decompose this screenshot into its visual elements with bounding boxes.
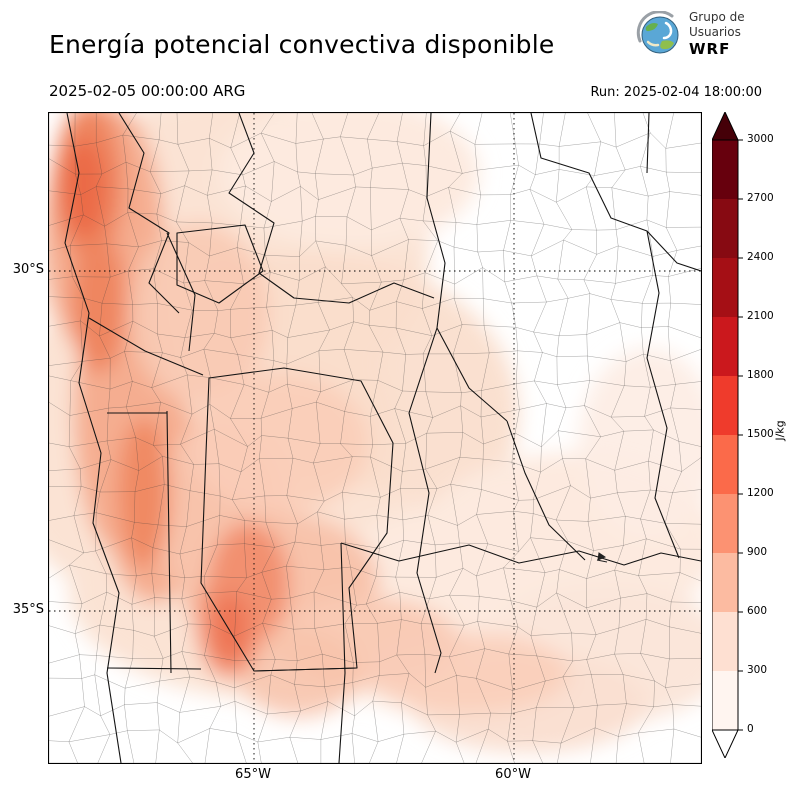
colorbar-segments xyxy=(712,140,738,730)
province-boundaries xyxy=(64,113,701,763)
colorbar xyxy=(712,112,743,758)
lon-tick-65w: 65°W xyxy=(235,767,271,782)
valid-time-label: 2025-02-05 00:00:00 ARG xyxy=(49,82,246,100)
model-run-label: Run: 2025-02-04 18:00:00 xyxy=(590,85,762,100)
colorbar-unit-label: J/kg xyxy=(773,420,787,441)
colorbar-tick-label: 2100 xyxy=(747,310,774,322)
colorbar-under-arrow xyxy=(712,730,738,758)
lon-tick-60w: 60°W xyxy=(495,767,531,782)
logo-text-line3: WRF xyxy=(689,40,731,58)
logo-text-line1: Grupo de xyxy=(689,10,745,24)
graticule xyxy=(49,113,701,763)
department-boundaries xyxy=(49,113,701,763)
page-title: Energía potencial convectiva disponible xyxy=(49,30,555,59)
lat-tick-35s: 35°S xyxy=(12,602,44,617)
colorbar-tick-label: 0 xyxy=(747,723,754,735)
colorbar-tick-label: 3000 xyxy=(747,133,774,145)
globe-icon xyxy=(636,11,679,54)
colorbar-tick-label: 1800 xyxy=(747,369,774,381)
lat-tick-30s: 30°S xyxy=(12,262,44,277)
colorbar-tick-label: 300 xyxy=(747,664,768,676)
cape-map xyxy=(49,113,701,763)
colorbar-tick-labels: 3000 2700 2400 2100 1800 1500 1200 900 600 300 0 xyxy=(747,112,781,758)
colorbar-tick-label: 1200 xyxy=(747,487,774,499)
colorbar-ticks xyxy=(738,139,743,731)
colorbar-tick-label: 600 xyxy=(747,605,768,617)
wrf-users-group-logo: Grupo de Usuarios WRF xyxy=(636,10,745,59)
cape-shading-field xyxy=(49,113,701,753)
map-canvas xyxy=(48,112,702,764)
city-area-mark xyxy=(596,552,608,563)
colorbar-tick-label: 2700 xyxy=(747,192,774,204)
colorbar-tick-label: 2400 xyxy=(747,251,774,263)
colorbar-tick-label: 1500 xyxy=(747,428,774,440)
colorbar-tick-label: 900 xyxy=(747,546,768,558)
colorbar-over-arrow xyxy=(712,112,738,140)
logo-text-line2: Usuarios xyxy=(689,25,741,39)
